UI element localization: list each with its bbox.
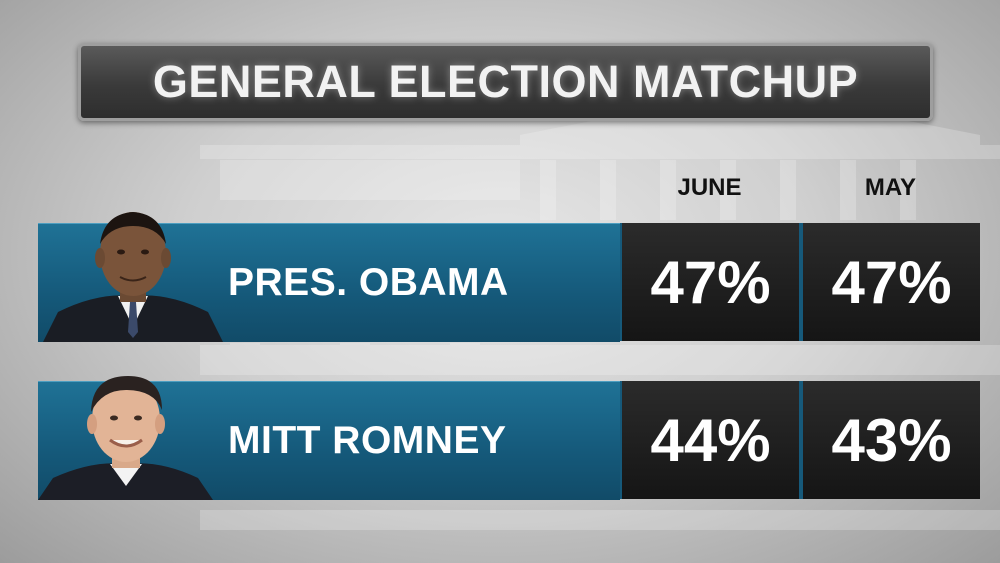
candidate-name: PRES. OBAMA — [228, 261, 509, 304]
value-obama-june: 47% — [650, 248, 771, 316]
column-header-june: JUNE — [677, 174, 742, 201]
column-header-may: MAY — [864, 174, 917, 201]
value-cell-june: 47% — [622, 223, 799, 341]
value-cell-may: 43% — [803, 381, 980, 499]
candidate-name: MITT ROMNEY — [228, 419, 507, 462]
name-panel: PRES. OBAMA — [38, 212, 620, 342]
value-cell-june: 44% — [622, 381, 799, 499]
table-row-obama: PRES. OBAMA 47% 47% — [38, 212, 980, 342]
value-cell-may: 47% — [803, 223, 980, 341]
table-row-romney: MITT ROMNEY 44% 43% — [38, 376, 980, 500]
chart-title: GENERAL ELECTION MATCHUP — [152, 56, 859, 107]
value-romney-june: 44% — [650, 406, 771, 474]
value-romney-may: 43% — [831, 406, 952, 474]
title-banner: GENERAL ELECTION MATCHUP — [78, 43, 933, 121]
name-panel: MITT ROMNEY — [38, 376, 620, 500]
divider — [799, 381, 804, 499]
obama-portrait-icon — [43, 212, 223, 342]
divider — [799, 223, 804, 341]
romney-portrait-icon — [38, 376, 213, 500]
value-obama-may: 47% — [831, 248, 952, 316]
